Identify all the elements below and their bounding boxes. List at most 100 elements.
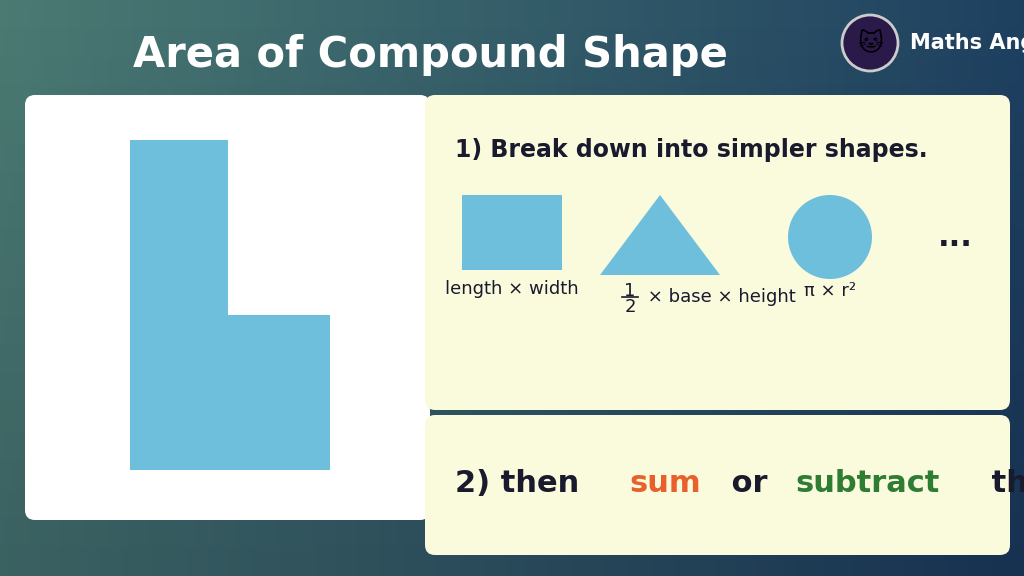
Bar — [804, 173, 809, 202]
Bar — [384, 115, 389, 144]
Bar — [20, 547, 26, 576]
Bar — [666, 115, 671, 144]
Bar — [850, 144, 855, 173]
Bar — [1009, 173, 1014, 202]
Bar — [26, 173, 31, 202]
Bar — [532, 0, 538, 29]
Bar — [394, 0, 399, 29]
Bar — [978, 547, 983, 576]
Bar — [143, 317, 148, 346]
Bar — [51, 547, 56, 576]
Bar — [1014, 288, 1019, 317]
Bar — [957, 144, 963, 173]
Bar — [133, 518, 138, 547]
Bar — [492, 115, 497, 144]
Bar — [671, 29, 676, 58]
Bar — [430, 29, 435, 58]
Bar — [184, 29, 189, 58]
Bar — [261, 490, 266, 518]
Bar — [215, 202, 220, 230]
Bar — [768, 202, 773, 230]
Bar — [133, 115, 138, 144]
Bar — [932, 259, 937, 288]
Bar — [420, 403, 425, 432]
Bar — [553, 518, 558, 547]
Bar — [957, 259, 963, 288]
Bar — [420, 202, 425, 230]
Bar — [527, 317, 532, 346]
Bar — [881, 461, 886, 490]
Bar — [246, 461, 251, 490]
Bar — [225, 490, 230, 518]
Bar — [957, 29, 963, 58]
Bar — [415, 403, 420, 432]
Bar — [399, 86, 404, 115]
Bar — [773, 374, 778, 403]
Bar — [1019, 374, 1024, 403]
Bar — [886, 0, 891, 29]
Bar — [835, 547, 840, 576]
Bar — [497, 317, 502, 346]
Bar — [835, 432, 840, 461]
Bar — [471, 346, 476, 374]
Bar — [507, 29, 512, 58]
Bar — [430, 346, 435, 374]
Bar — [707, 173, 712, 202]
Bar — [343, 230, 348, 259]
Bar — [870, 288, 876, 317]
Bar — [312, 346, 317, 374]
Bar — [532, 29, 538, 58]
Bar — [1019, 346, 1024, 374]
Bar — [865, 86, 870, 115]
Bar — [246, 144, 251, 173]
Bar — [573, 432, 579, 461]
Bar — [169, 0, 174, 29]
Bar — [87, 0, 92, 29]
Bar — [916, 374, 922, 403]
Bar — [425, 58, 430, 86]
Bar — [471, 490, 476, 518]
Bar — [609, 144, 614, 173]
Bar — [123, 317, 128, 346]
Bar — [645, 518, 650, 547]
Bar — [471, 202, 476, 230]
Bar — [517, 346, 522, 374]
Bar — [932, 518, 937, 547]
Bar — [118, 461, 123, 490]
Bar — [379, 58, 384, 86]
Bar — [758, 202, 763, 230]
Bar — [312, 259, 317, 288]
Bar — [640, 29, 645, 58]
Bar — [799, 490, 804, 518]
Bar — [712, 144, 717, 173]
Bar — [51, 259, 56, 288]
Bar — [282, 403, 287, 432]
Bar — [604, 317, 609, 346]
Bar — [276, 58, 282, 86]
Bar — [466, 144, 471, 173]
Bar — [707, 317, 712, 346]
Bar — [968, 144, 973, 173]
Bar — [942, 29, 947, 58]
Bar — [881, 346, 886, 374]
Bar — [558, 403, 563, 432]
Bar — [466, 230, 471, 259]
Bar — [445, 58, 451, 86]
Bar — [348, 0, 353, 29]
Bar — [845, 29, 850, 58]
Bar — [620, 230, 625, 259]
Bar — [840, 259, 845, 288]
Bar — [947, 144, 952, 173]
Bar — [809, 144, 814, 173]
Bar — [369, 0, 374, 29]
Bar — [189, 115, 195, 144]
Bar — [983, 115, 988, 144]
Bar — [215, 230, 220, 259]
Bar — [415, 144, 420, 173]
Bar — [548, 490, 553, 518]
Bar — [205, 547, 210, 576]
Bar — [799, 173, 804, 202]
Bar — [671, 58, 676, 86]
Bar — [41, 29, 46, 58]
Bar — [696, 259, 701, 288]
